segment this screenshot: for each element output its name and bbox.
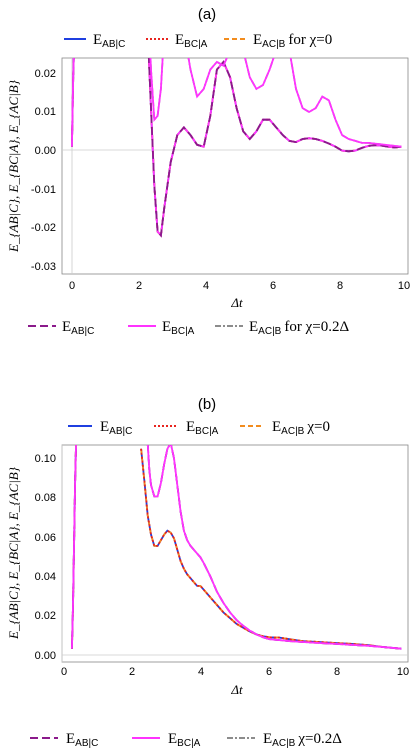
series-line-b-1 <box>71 445 402 650</box>
series-group-a <box>71 58 402 238</box>
y-axis-title-a: E_{AB|C}, E_{BC|A}, E_{AC|B} <box>6 79 21 253</box>
x-tick-a: 4 <box>203 280 209 292</box>
legend-label-ab-c-a2: EAB|C <box>62 319 94 337</box>
y-tick-b: 0.02 <box>35 610 56 622</box>
series-line-a-0 <box>71 58 402 238</box>
legend-label-bc-a-a: EBC|A <box>175 32 208 50</box>
x-tick-a: 2 <box>136 280 142 292</box>
y-tick-a: -0.01 <box>31 184 56 196</box>
x-ticks-a: 0 2 4 6 8 10 <box>69 280 410 292</box>
legend-label-bc-a-b: EBC|A <box>186 419 219 437</box>
y-tick-b: 0.10 <box>35 453 56 465</box>
x-tick-b: 10 <box>397 666 409 678</box>
series-line-b-4 <box>71 445 402 650</box>
series-line-b-5 <box>71 445 402 650</box>
legend-label-ab-c-a: EAB|C <box>93 32 125 50</box>
y-tick-b: 0.08 <box>35 492 56 504</box>
series-line-a-1 <box>71 58 402 238</box>
series-line-a-4 <box>71 58 402 238</box>
legend-label-ab-c-b2: EAB|C <box>66 731 98 749</box>
series-line-a-5 <box>71 58 402 148</box>
y-tick-a: -0.03 <box>31 261 56 273</box>
series-line-b-0 <box>71 445 402 650</box>
x-tick-a: 0 <box>69 280 75 292</box>
plot-frame-b <box>61 444 409 663</box>
legend-top-a: EAB|C EBC|A EAC|B for χ=0 <box>64 32 332 50</box>
y-tick-b: 0.00 <box>35 650 56 662</box>
legend-label-ac-b-a: EAC|B for χ=0 <box>253 32 332 50</box>
x-axis-title-a: Δt <box>230 295 243 310</box>
y-ticks-b: 0.00 0.02 0.04 0.06 0.08 0.10 <box>35 453 56 662</box>
x-axis-title-b: Δt <box>230 682 243 697</box>
legend-label-bc-a-a2: EBC|A <box>162 319 195 337</box>
series-group-b <box>71 445 402 650</box>
series-line-a-6 <box>71 58 402 148</box>
y-axis-title-b: E_{AB|C}, E_{BC|A}, E_{AC|B} <box>6 466 21 640</box>
x-tick-a: 6 <box>270 280 276 292</box>
y-tick-a: 0.02 <box>35 68 56 80</box>
series-line-b-2 <box>71 445 402 650</box>
x-ticks-b: 0 2 4 6 8 10 <box>61 666 409 678</box>
series-line-a-3 <box>71 58 402 238</box>
x-tick-b: 6 <box>266 666 272 678</box>
x-tick-a: 10 <box>398 280 410 292</box>
panel-b: (b) EAB|C EBC|A EAC|B χ=0 0.00 0.02 0.04 … <box>6 396 409 749</box>
panel-a: (a) EAB|C EBC|A EAC|B for χ=0 -0.03 -0.02… <box>6 6 410 337</box>
legend-bottom-b: EAB|C EBC|A EAC|B χ=0.2Δ <box>30 731 342 749</box>
y-tick-a: 0.01 <box>35 106 56 118</box>
legend-label-ac-b-b2: EAC|B χ=0.2Δ <box>263 731 342 749</box>
series-line-a-2 <box>71 58 402 238</box>
panel-a-label: (a) <box>198 6 216 23</box>
y-ticks-a: -0.03 -0.02 -0.01 0.00 0.01 0.02 <box>31 68 56 273</box>
y-tick-b: 0.04 <box>35 571 56 583</box>
legend-label-ac-b-a2: EAC|B for χ=0.2Δ <box>249 319 349 337</box>
x-tick-b: 8 <box>334 666 340 678</box>
legend-label-ac-b-b: EAC|B χ=0 <box>272 419 330 437</box>
x-tick-b: 0 <box>61 666 67 678</box>
panel-b-label: (b) <box>198 396 216 413</box>
legend-label-ab-c-b: EAB|C <box>100 419 132 437</box>
legend-bottom-a: EAB|C EBC|A EAC|B for χ=0.2Δ <box>28 319 349 337</box>
plot-frame-a <box>61 57 409 275</box>
series-line-b-3 <box>71 445 402 650</box>
y-tick-a: 0.00 <box>35 145 56 157</box>
y-tick-b: 0.06 <box>35 532 56 544</box>
legend-top-b: EAB|C EBC|A EAC|B χ=0 <box>68 419 330 437</box>
legend-label-bc-a-b2: EBC|A <box>168 731 201 749</box>
x-tick-b: 2 <box>129 666 135 678</box>
x-tick-a: 8 <box>337 280 343 292</box>
x-tick-b: 4 <box>198 666 204 678</box>
y-tick-a: -0.02 <box>31 222 56 234</box>
